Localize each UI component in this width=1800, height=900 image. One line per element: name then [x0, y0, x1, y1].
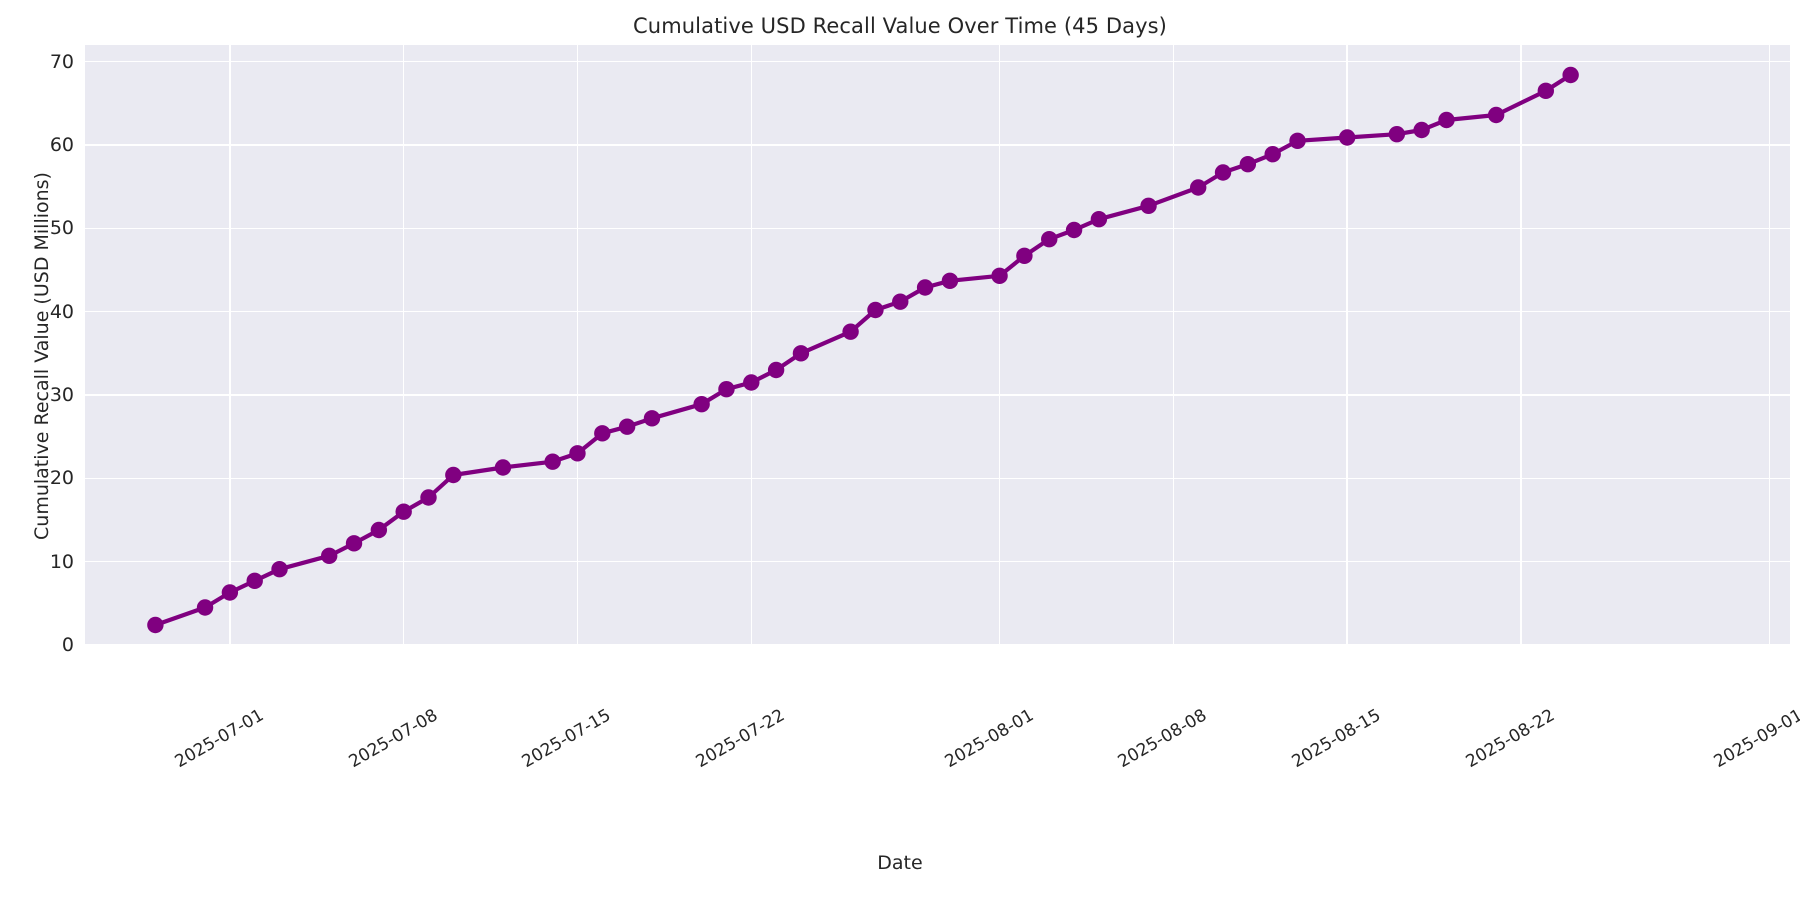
gridline-horizontal	[85, 394, 1790, 396]
data-point-marker	[345, 535, 363, 552]
gridline-vertical	[1768, 45, 1770, 645]
x-tick-label: 2025-07-15	[519, 705, 615, 773]
data-point-marker	[991, 267, 1008, 285]
data-point-marker	[544, 453, 561, 470]
data-point-marker	[1214, 164, 1232, 181]
data-point-marker	[618, 418, 636, 435]
data-point-marker	[916, 279, 934, 296]
data-point-marker	[370, 521, 388, 539]
data-point-marker	[1562, 66, 1579, 84]
data-point-marker	[1065, 221, 1083, 239]
data-point-marker	[643, 410, 661, 427]
data-point-marker	[494, 459, 512, 476]
y-tick-label: 40	[49, 300, 74, 323]
y-tick-label: 30	[49, 384, 74, 406]
gridline-horizontal	[85, 560, 1790, 563]
data-point-marker	[1413, 121, 1430, 139]
data-point-marker	[196, 599, 214, 616]
line-series-markers	[147, 66, 1579, 634]
gridline-vertical	[998, 45, 1001, 645]
data-point-marker	[1190, 179, 1207, 196]
gridline-vertical	[1346, 45, 1348, 645]
data-point-marker	[1090, 210, 1108, 228]
chart-title: Cumulative USD Recall Value Over Time (4…	[633, 14, 1167, 38]
line-series-path	[153, 72, 1573, 628]
data-point-marker	[892, 293, 909, 310]
data-point-marker	[1338, 129, 1356, 146]
data-point-marker	[792, 345, 810, 362]
y-tick-label: 0	[61, 634, 74, 656]
data-point-marker	[743, 374, 760, 391]
data-point-marker	[420, 489, 437, 506]
gridline-horizontal	[85, 644, 1790, 645]
y-tick-label: 10	[49, 550, 74, 573]
plot-area	[85, 45, 1790, 645]
data-point-marker	[1537, 82, 1555, 100]
data-point-marker	[767, 361, 785, 379]
gridline-horizontal	[85, 310, 1790, 313]
gridline-vertical	[229, 45, 231, 645]
x-tick-label: 2025-08-22	[1462, 705, 1559, 773]
y-tick-label: 70	[49, 50, 74, 73]
data-point-marker	[1438, 111, 1455, 129]
gridline-vertical	[1520, 45, 1522, 645]
gridline-horizontal	[85, 477, 1790, 480]
data-point-marker	[1016, 247, 1033, 265]
gridline-vertical	[1172, 45, 1175, 645]
x-tick-label: 2025-08-01	[941, 705, 1037, 773]
data-point-marker	[1041, 230, 1058, 248]
x-tick-label: 2025-07-01	[171, 705, 268, 773]
data-point-marker	[246, 572, 263, 590]
data-point-marker	[718, 380, 735, 398]
line-series-svg	[147, 66, 1579, 634]
data-point-marker	[1388, 125, 1406, 143]
gridline-horizontal	[85, 227, 1790, 230]
data-point-marker	[1140, 197, 1157, 215]
gridline-vertical	[750, 45, 752, 645]
data-point-marker	[1239, 155, 1257, 173]
x-tick-label: 2025-07-08	[345, 705, 441, 773]
data-point-marker	[395, 503, 412, 520]
data-point-marker	[594, 425, 611, 442]
data-point-marker	[693, 395, 710, 413]
y-tick-label: 50	[49, 217, 74, 240]
data-point-marker	[842, 323, 859, 340]
data-point-marker	[867, 301, 884, 319]
x-tick-label: 2025-09-01	[1710, 705, 1800, 773]
data-point-marker	[1487, 106, 1505, 124]
data-point-marker	[147, 616, 164, 634]
data-point-marker	[569, 445, 586, 462]
y-tick-label: 60	[49, 134, 74, 156]
gridline-vertical	[576, 45, 579, 645]
x-tick-label: 2025-08-08	[1115, 705, 1211, 773]
gridline-vertical	[402, 45, 405, 645]
x-tick-label: 2025-07-22	[692, 705, 789, 773]
gridline-horizontal	[85, 144, 1790, 146]
data-point-marker	[1289, 132, 1306, 150]
data-point-marker	[271, 560, 288, 578]
data-point-marker	[320, 547, 338, 565]
data-point-marker	[941, 272, 959, 290]
x-axis-label: Date	[877, 852, 923, 874]
data-point-marker	[1264, 145, 1281, 163]
y-tick-label: 20	[49, 467, 74, 490]
data-point-marker	[221, 584, 239, 601]
data-point-marker	[445, 466, 462, 484]
x-tick-label: 2025-08-15	[1288, 705, 1385, 773]
gridline-horizontal	[85, 60, 1790, 63]
